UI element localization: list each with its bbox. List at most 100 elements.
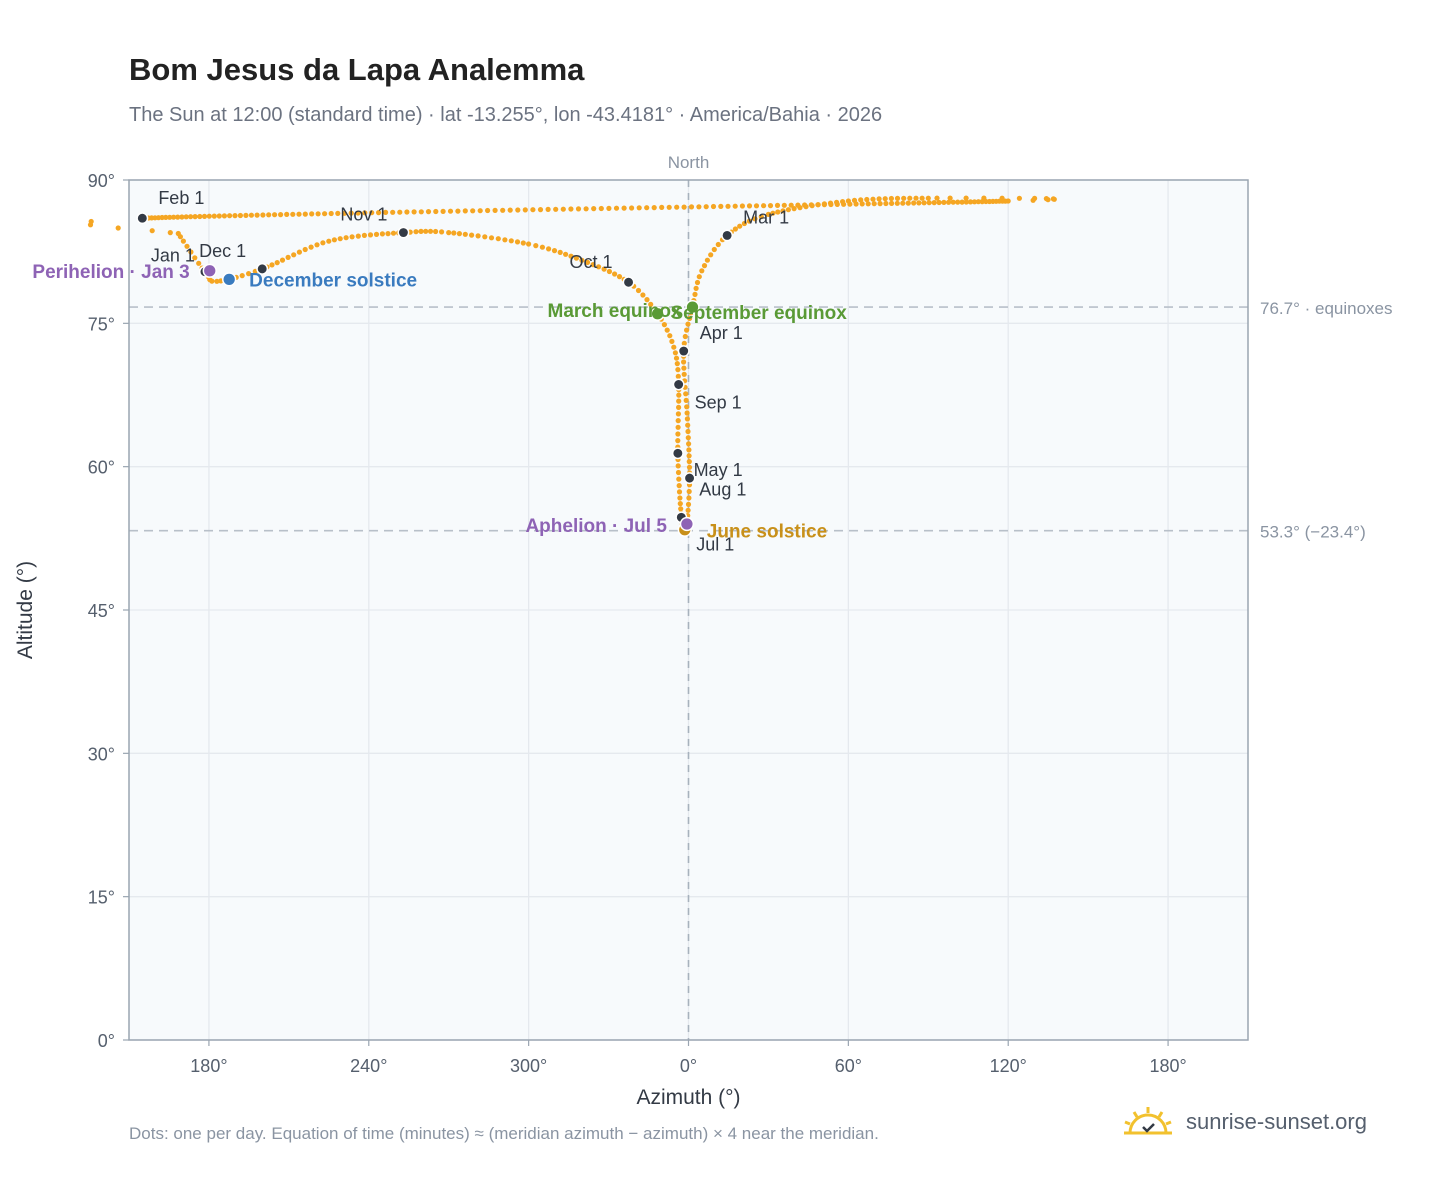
day-dot [675,373,681,379]
month-label: Jul 1 [696,535,734,555]
day-dot [675,438,681,444]
day-dot [462,208,468,214]
day-dot [606,205,612,211]
day-dot [673,355,680,361]
day-dot [696,274,702,280]
day-dot [451,230,457,236]
day-dot [758,214,764,220]
day-dot [882,196,888,202]
day-dot [507,207,513,213]
day-dot [986,198,993,205]
day-dot [545,206,551,212]
day-dot [678,506,684,512]
day-dot [163,214,169,220]
day-dot [785,207,792,213]
day-dot [367,232,374,238]
month-label: Nov 1 [340,205,387,225]
day-dot [946,199,952,205]
day-dot [975,199,982,205]
day-dot [925,195,931,201]
day-dot [699,268,705,274]
day-dot [621,205,627,211]
day-dot [926,200,932,206]
day-dot [514,239,521,245]
day-dot [704,257,711,263]
day-dot [676,392,682,398]
day-dot [296,249,302,255]
day-dot [341,210,347,216]
month-marker [136,212,149,225]
day-dot [328,210,334,217]
day-dot [331,237,337,243]
month-label: Aug 1 [699,479,746,499]
day-dot [601,266,607,272]
day-dot [568,206,574,212]
day-dot [753,203,760,209]
day-dot [337,236,343,242]
day-dot [470,208,476,214]
day-dot [765,211,772,217]
day-dot [278,212,284,218]
y-tick-label: 30° [88,744,115,764]
day-dot [686,453,692,459]
day-dot [315,211,321,217]
day-dot [348,210,354,216]
day-dot [739,203,746,209]
day-dot [788,202,794,208]
day-dot [894,195,901,201]
day-dot [568,253,574,259]
day-dot [894,200,900,206]
day-dot [795,202,801,208]
day-dot [781,202,787,208]
day-dot [492,207,498,213]
day-dot [847,201,853,207]
x-tick-label: 240° [350,1056,387,1076]
day-dot [361,232,367,238]
day-dot [693,285,699,291]
day-dot [1030,197,1036,203]
day-dot [1051,196,1057,202]
day-dot [266,212,272,218]
day-dot [732,203,738,209]
day-dot [686,459,692,465]
event-label: December solstice [249,270,417,291]
day-dot [613,205,620,211]
day-dot [686,447,692,453]
day-dot [533,243,539,249]
day-dot [209,278,215,284]
day-dot [285,254,291,260]
month-marker [683,472,696,485]
day-dot [211,213,217,219]
day-dot [274,260,280,266]
month-marker [671,447,684,460]
day-dot [967,199,974,205]
day-dot [711,246,717,253]
day-dot [675,424,681,430]
day-dot [447,208,454,214]
day-dot [115,225,121,231]
month-label: Jan 1 [151,246,195,266]
month-markers: Jan 1 Feb 1 Mar 1 Apr 1 May 1 Jul 1 Aug 1 Sep 1… [136,188,789,555]
day-dot [696,204,702,210]
day-dot [482,234,488,240]
day-dot [290,211,296,217]
day-dot [214,278,220,284]
day-dot [770,210,776,216]
day-dot [197,213,203,220]
day-dot [546,246,552,252]
day-dot [379,231,385,237]
day-dot [780,208,786,214]
day-dot [688,204,695,210]
month-marker [672,378,685,391]
day-dot [672,350,679,356]
day-dot [775,209,781,215]
day-dot [232,213,238,219]
day-dot [661,322,668,328]
day-dot [423,228,429,234]
day-dot [579,257,585,263]
day-dot [737,223,743,229]
day-dot [703,204,709,210]
day-dot [901,195,907,201]
day-dot [606,268,613,275]
day-dot [676,476,682,482]
